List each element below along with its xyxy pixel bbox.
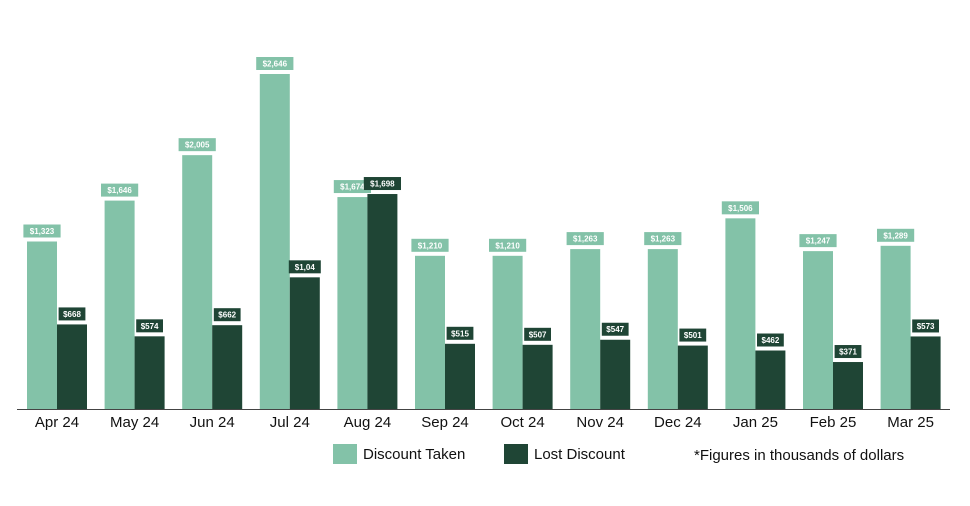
legend-item-discount-taken: Discount Taken (333, 444, 465, 464)
data-label-bg-discount-taken-4 (333, 180, 371, 194)
data-label-lost-discount-11: $573 (917, 322, 935, 331)
data-label-lost-discount-3: $1,04 (295, 263, 316, 272)
bar-discount-taken-2 (182, 155, 213, 409)
bar-lost-discount-6 (522, 344, 553, 409)
legend-swatch-discount-taken (333, 444, 357, 464)
bar-discount-taken-7 (570, 249, 601, 409)
data-label-lost-discount-6: $507 (529, 330, 547, 339)
data-label-lost-discount-1: $574 (141, 322, 159, 331)
data-label-bg-lost-discount-5 (446, 326, 474, 340)
data-label-bg-discount-taken-11 (877, 228, 915, 242)
data-label-bg-lost-discount-11 (912, 319, 939, 333)
bar-lost-discount-7 (600, 339, 631, 409)
legend: Discount Taken Lost Discount (0, 444, 970, 468)
data-label-lost-discount-5: $515 (451, 329, 469, 338)
legend-swatch-lost-discount (504, 444, 528, 464)
bar-lost-discount-8 (677, 345, 708, 409)
bar-lost-discount-5 (445, 343, 475, 409)
data-label-lost-discount-4: $1,698 (370, 180, 395, 189)
data-label-bg-lost-discount-2 (213, 308, 241, 322)
data-label-bg-discount-taken-7 (566, 232, 604, 246)
data-label-bg-discount-taken-2 (178, 138, 216, 152)
bar-lost-discount-3 (289, 277, 320, 409)
bar-discount-taken-5 (415, 255, 445, 409)
bar-lost-discount-1 (134, 336, 165, 409)
bar-discount-taken-0 (27, 241, 57, 409)
data-label-lost-discount-2: $662 (218, 311, 236, 320)
data-label-lost-discount-7: $547 (606, 325, 624, 334)
data-label-discount-taken-2: $2,005 (185, 141, 210, 150)
bar-lost-discount-4 (367, 194, 398, 409)
data-label-discount-taken-11: $1,289 (883, 231, 908, 240)
data-label-bg-lost-discount-1 (136, 319, 163, 333)
data-label-discount-taken-7: $1,263 (573, 235, 598, 244)
data-label-lost-discount-8: $501 (684, 331, 702, 340)
bar-discount-taken-4 (337, 197, 368, 409)
data-label-discount-taken-6: $1,210 (495, 241, 520, 250)
bar-lost-discount-10 (833, 362, 863, 409)
x-tick-label-2: Jun 24 (190, 414, 235, 431)
x-tick-label-6: Oct 24 (501, 414, 545, 431)
data-label-bg-discount-taken-0 (23, 224, 61, 238)
x-tick-label-8: Dec 24 (654, 414, 702, 431)
data-label-bg-lost-discount-6 (524, 327, 551, 341)
data-label-bg-lost-discount-8 (679, 328, 707, 342)
data-label-bg-lost-discount-10 (834, 345, 862, 359)
data-label-bg-discount-taken-1 (101, 183, 139, 197)
bar-discount-taken-6 (492, 255, 523, 409)
data-label-discount-taken-10: $1,247 (806, 237, 831, 246)
data-label-bg-discount-taken-8 (644, 232, 682, 246)
bar-discount-taken-9 (725, 218, 756, 409)
bar-discount-taken-3 (259, 74, 290, 409)
data-label-discount-taken-5: $1,210 (418, 241, 443, 250)
data-label-bg-discount-taken-6 (489, 238, 527, 252)
x-tick-label-5: Sep 24 (421, 414, 469, 431)
data-label-bg-lost-discount-9 (757, 333, 784, 347)
bar-lost-discount-0 (57, 324, 87, 409)
data-label-discount-taken-1: $1,646 (107, 186, 132, 195)
x-tick-label-1: May 24 (110, 414, 159, 431)
x-tick-label-11: Mar 25 (887, 414, 934, 431)
x-tick-label-3: Jul 24 (270, 414, 310, 431)
data-label-bg-lost-discount-4 (363, 177, 401, 191)
x-tick-label-10: Feb 25 (810, 414, 857, 431)
legend-item-lost-discount: Lost Discount (504, 444, 625, 464)
data-label-bg-discount-taken-3 (256, 57, 294, 70)
data-label-bg-discount-taken-9 (721, 201, 759, 215)
data-label-bg-discount-taken-10 (799, 234, 837, 248)
data-label-bg-lost-discount-0 (58, 307, 86, 321)
data-label-lost-discount-0: $668 (63, 310, 81, 319)
bar-lost-discount-11 (910, 336, 941, 409)
footnote: *Figures in thousands of dollars (694, 447, 905, 464)
legend-label-discount-taken: Discount Taken (363, 445, 466, 463)
bar-lost-discount-2 (212, 325, 243, 409)
x-tick-label-7: Nov 24 (576, 414, 624, 431)
legend-label-lost-discount: Lost Discount (534, 445, 625, 463)
data-label-bg-discount-taken-5 (411, 238, 449, 252)
bar-discount-taken-11 (880, 245, 911, 409)
data-label-discount-taken-4: $1,674 (340, 183, 365, 192)
data-label-bg-lost-discount-3 (288, 260, 321, 274)
bar-discount-taken-10 (803, 251, 833, 409)
data-label-discount-taken-3: $2,646 (263, 60, 288, 69)
bar-discount-taken-1 (104, 200, 135, 409)
x-tick-label-9: Jan 25 (733, 414, 778, 431)
data-label-discount-taken-0: $1,323 (30, 227, 55, 236)
bar-lost-discount-9 (755, 350, 786, 409)
data-label-lost-discount-9: $462 (762, 336, 780, 345)
data-label-bg-lost-discount-7 (601, 322, 629, 336)
x-tick-label-4: Aug 24 (344, 414, 392, 431)
data-label-discount-taken-8: $1,263 (651, 235, 676, 244)
bar-discount-taken-8 (647, 249, 678, 409)
x-tick-label-0: Apr 24 (35, 414, 79, 431)
data-label-lost-discount-10: $371 (839, 348, 857, 357)
data-label-discount-taken-9: $1,506 (728, 204, 753, 213)
